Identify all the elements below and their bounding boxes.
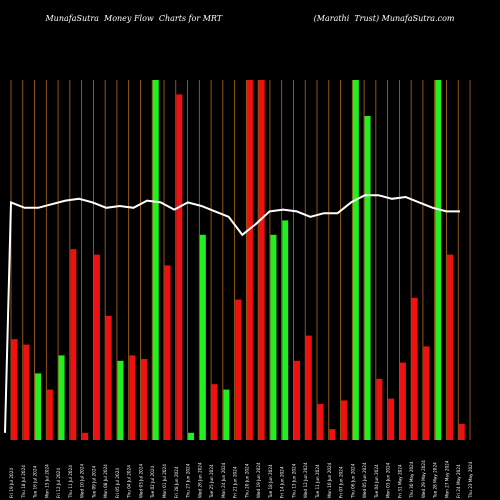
x-tick-label: Fri 14 Jun 2024 [280,466,285,498]
money-flow-bar [35,373,42,440]
x-tick-label: Wed 19 Jun 2024 [256,462,261,498]
money-flow-bar [317,404,324,440]
money-flow-bar [211,384,218,440]
money-flow-bar [341,400,348,440]
money-flow-bar [282,220,289,440]
money-flow-bar [258,80,265,440]
x-tick-label: Thu 04 Jul 2024 [127,465,132,499]
x-tick-label: Tue 25 Jun 2024 [209,464,214,499]
money-flow-bar [82,432,89,440]
money-flow-bar [176,94,183,441]
money-flow-bar [164,265,171,440]
money-flow-bar [105,315,112,440]
x-tick-label: Mon 03 Jun 2024 [386,462,391,498]
money-flow-bar [388,398,395,440]
x-tick-label: Fri 07 Jun 2024 [339,466,344,498]
x-tick-label: Mon 01 Jul 2024 [162,464,167,498]
x-tick-label: Fri 21 Jun 2024 [233,466,238,498]
money-flow-bar [152,80,159,440]
money-flow-bar [223,389,230,440]
money-flow-bar [329,429,336,440]
money-flow-bar [235,299,242,440]
money-flow-bar [270,234,277,440]
x-tick-label: Wed 05 Jun 2024 [362,462,367,498]
x-tick-label: Wed 29 May 2024 [421,460,426,498]
x-tick-label: Mon 27 May 2024 [444,460,449,498]
x-tick-label: Tue 18 Jun 2024 [268,464,273,499]
x-tick-label: Tue 09 Jul 2024 [91,465,96,499]
money-flow-bar [23,344,30,440]
money-flow-bar [364,116,371,440]
money-flow-bar [435,80,442,440]
x-tick-label: Fri 24 May 2024 [456,464,461,498]
money-flow-bar [352,80,359,440]
x-tick-label: Thu 20 Jun 2024 [244,463,249,499]
x-tick-label: Thu 06 Jun 2024 [350,463,355,499]
x-tick-label: Mon 08 Jul 2024 [103,464,108,498]
x-tick-label: Tue 02 Jul 2024 [150,465,155,499]
money-flow-bar [293,360,300,440]
money-flow-bar [58,355,65,440]
x-tick-label: Fri 28 Jun 2024 [174,466,179,498]
x-tick-label: Wed 12 Jun 2024 [303,462,308,498]
money-flow-bar [199,234,206,440]
money-flow-bar [70,249,77,440]
money-flow-bar [93,254,100,440]
x-tick-label: Thu 27 Jun 2024 [186,463,191,499]
x-tick-label: Tue 04 Jun 2024 [374,464,379,499]
x-tick-label: Tue 28 May 2024 [433,462,438,499]
money-flow-bar [411,297,418,440]
x-tick-label: Wed 03 Jul 2024 [138,464,143,498]
x-tick-label: Thu 11 Jul 2024 [68,465,73,499]
money-flow-bar [129,355,136,440]
x-tick-label: Fri 19 Jul 2024 [9,468,14,498]
x-tick-label: Mon 10 Jun 2024 [327,462,332,498]
x-tick-label: Mon 24 Jun 2024 [221,462,226,498]
money-flow-bar [305,335,312,440]
x-tick-label: Thu 18 Jul 2024 [21,465,26,499]
x-tick-label: Wed 26 Jun 2024 [197,462,202,498]
money-flow-bar [140,359,147,440]
x-tick-label: Thu 23 May 2024 [468,461,473,499]
money-flow-bar [423,346,430,440]
money-flow-bar [11,339,18,440]
x-tick-label: Mon 15 Jul 2024 [44,464,49,498]
money-flow-bar [446,254,453,440]
x-tick-label: Thu 13 Jun 2024 [291,463,296,499]
money-flow-bar [458,423,465,440]
x-tick-label: Tue 11 Jun 2024 [315,464,320,499]
money-flow-bar [246,80,253,440]
x-tick-label: Thu 30 May 2024 [409,461,414,499]
money-flow-bar [188,432,195,440]
x-tick-label: Fri 31 May 2024 [397,464,402,498]
money-flow-bar [117,360,124,440]
x-tick-label: Fri 12 Jul 2024 [56,468,61,498]
money-flow-bar [376,378,383,440]
money-flow-line [4,194,460,433]
chart-title: MunafaSutra Money Flow Charts for MRT (M… [45,14,455,23]
x-tick-label: Tue 16 Jul 2024 [33,465,38,499]
x-tick-label: Wed 10 Jul 2024 [80,464,85,498]
x-tick-label: Fri 05 Jul 2024 [115,468,120,498]
money-flow-bar [399,362,406,440]
money-flow-bar [46,389,53,440]
